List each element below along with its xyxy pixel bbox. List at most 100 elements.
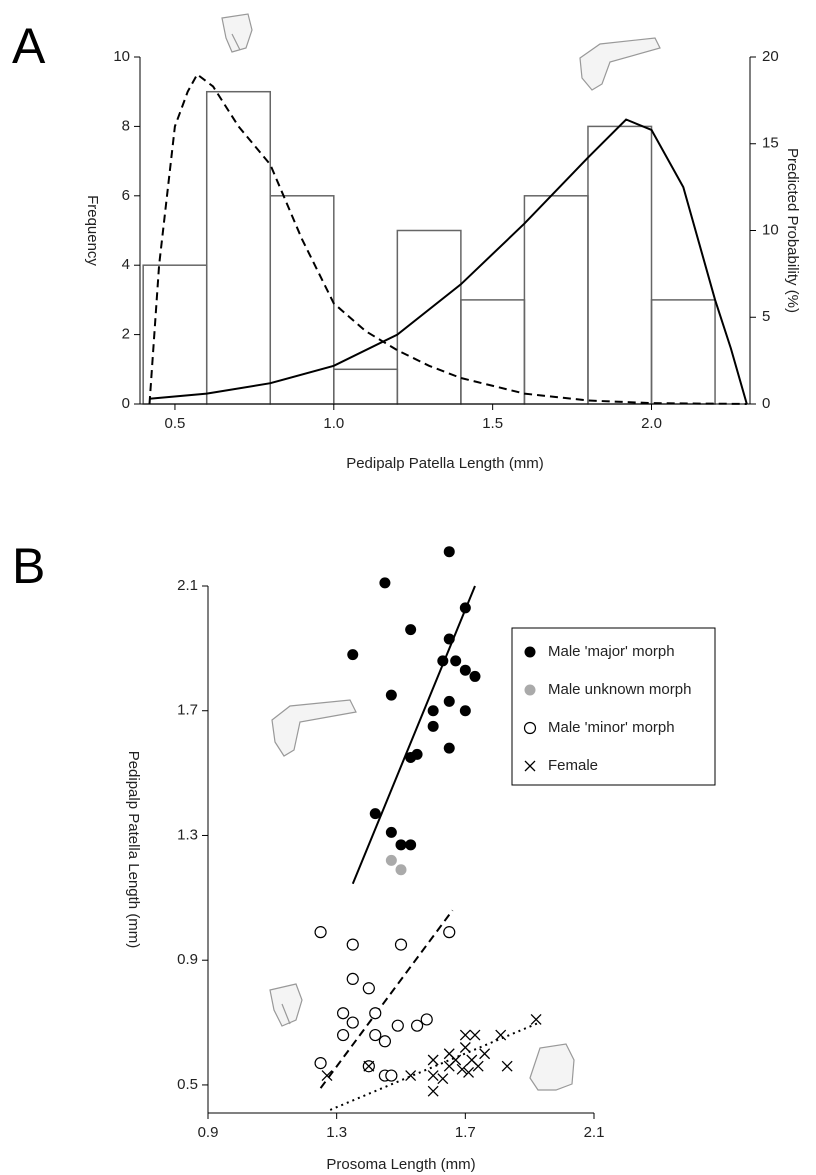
- marker: [405, 839, 417, 851]
- pedipalp-icons: [221, 13, 661, 1091]
- marker: [362, 982, 375, 995]
- bar: [460, 299, 526, 405]
- y-tick-label: 10: [113, 48, 130, 65]
- marker: [469, 670, 481, 682]
- legend-marker: [524, 684, 536, 696]
- marker: [443, 546, 455, 558]
- icon: [269, 983, 303, 1027]
- y-tick-label: 8: [122, 117, 130, 134]
- marker: [369, 808, 381, 820]
- legend-label: Male 'major' morph: [548, 643, 675, 660]
- marker: [463, 1067, 475, 1078]
- marker: [437, 655, 449, 667]
- x-axis-title: Prosoma Length (mm): [326, 1156, 475, 1173]
- icon: [579, 37, 661, 91]
- legend-box: [511, 627, 716, 786]
- bar: [650, 299, 716, 405]
- marker: [443, 926, 456, 939]
- y2-tick-label: 5: [762, 308, 770, 325]
- y-tick-label: 0.9: [177, 951, 198, 968]
- x-tick-label: 1.0: [323, 415, 344, 432]
- probability-curve: [149, 118, 748, 405]
- x-tick-label: 0.9: [198, 1124, 219, 1141]
- marker: [395, 839, 407, 851]
- y-tick-label: 2: [122, 326, 130, 343]
- legend-label: Male 'minor' morph: [548, 719, 675, 736]
- legend-label: Male unknown morph: [548, 681, 691, 698]
- legend-marker: [524, 760, 536, 772]
- bar: [205, 90, 272, 405]
- y-tick-label: 0: [122, 395, 130, 412]
- legend-marker: [523, 721, 537, 735]
- panel-label: A: [12, 18, 46, 74]
- legend-marker: [524, 646, 536, 658]
- x-axis-title: Pedipalp Patella Length (mm): [346, 455, 544, 472]
- marker: [443, 633, 455, 645]
- bar: [333, 368, 399, 405]
- y2-axis-title: Predicted Probability (%): [784, 148, 801, 313]
- marker: [427, 1070, 439, 1082]
- probability-curve: [148, 72, 747, 405]
- icon: [529, 1043, 575, 1091]
- marker: [456, 1063, 468, 1075]
- marker: [405, 1070, 417, 1082]
- marker: [459, 664, 471, 676]
- y-tick-label: 0.5: [177, 1076, 198, 1093]
- marker: [443, 695, 455, 707]
- marker: [459, 705, 471, 717]
- marker: [379, 577, 391, 589]
- marker: [472, 1060, 484, 1072]
- x-tick-label: 0.5: [165, 415, 186, 432]
- y-axis-title: Pedipalp Patella Length (mm): [125, 751, 142, 949]
- marker: [459, 602, 471, 614]
- y2-tick-label: 20: [762, 48, 779, 65]
- marker: [369, 1028, 382, 1042]
- marker: [346, 1016, 359, 1029]
- bar: [269, 195, 335, 405]
- marker: [385, 826, 397, 838]
- marker: [337, 1007, 350, 1020]
- y2-tick-label: 10: [762, 221, 779, 238]
- marker: [346, 938, 359, 951]
- marker: [314, 1057, 327, 1070]
- marker: [427, 720, 439, 732]
- bar: [523, 195, 589, 405]
- fit-line: [319, 909, 454, 1089]
- marker: [369, 1007, 382, 1020]
- marker: [346, 972, 359, 986]
- marker: [530, 1013, 542, 1025]
- y-axis-title: Frequency: [84, 195, 101, 266]
- icon: [221, 13, 253, 53]
- marker: [443, 742, 455, 754]
- marker: [347, 649, 359, 661]
- fit-line: [329, 1021, 540, 1111]
- y-tick-label: 4: [122, 256, 130, 273]
- fit-line: [351, 585, 476, 885]
- marker: [395, 864, 407, 876]
- marker: [437, 1073, 449, 1085]
- marker: [427, 1054, 439, 1066]
- marker: [427, 705, 439, 717]
- marker: [410, 1019, 424, 1032]
- marker: [321, 1070, 333, 1082]
- y-tick-label: 1.7: [177, 702, 198, 719]
- bar: [587, 125, 653, 405]
- marker: [363, 1060, 375, 1072]
- y2-tick-label: 15: [762, 135, 779, 152]
- marker: [501, 1060, 513, 1072]
- legend-label: Female: [548, 757, 598, 774]
- bar: [396, 229, 462, 405]
- marker: [378, 1035, 392, 1048]
- x-tick-label: 2.1: [584, 1124, 605, 1141]
- x-tick-label: 1.5: [482, 415, 503, 432]
- y-tick-label: 6: [122, 187, 130, 204]
- x-tick-label: 2.0: [641, 415, 662, 432]
- marker: [459, 1029, 471, 1041]
- icon: [271, 699, 357, 757]
- marker: [385, 1069, 398, 1082]
- y-tick-label: 2.1: [177, 577, 198, 594]
- y-tick-label: 1.3: [177, 826, 198, 843]
- marker: [405, 624, 417, 636]
- marker: [314, 926, 327, 939]
